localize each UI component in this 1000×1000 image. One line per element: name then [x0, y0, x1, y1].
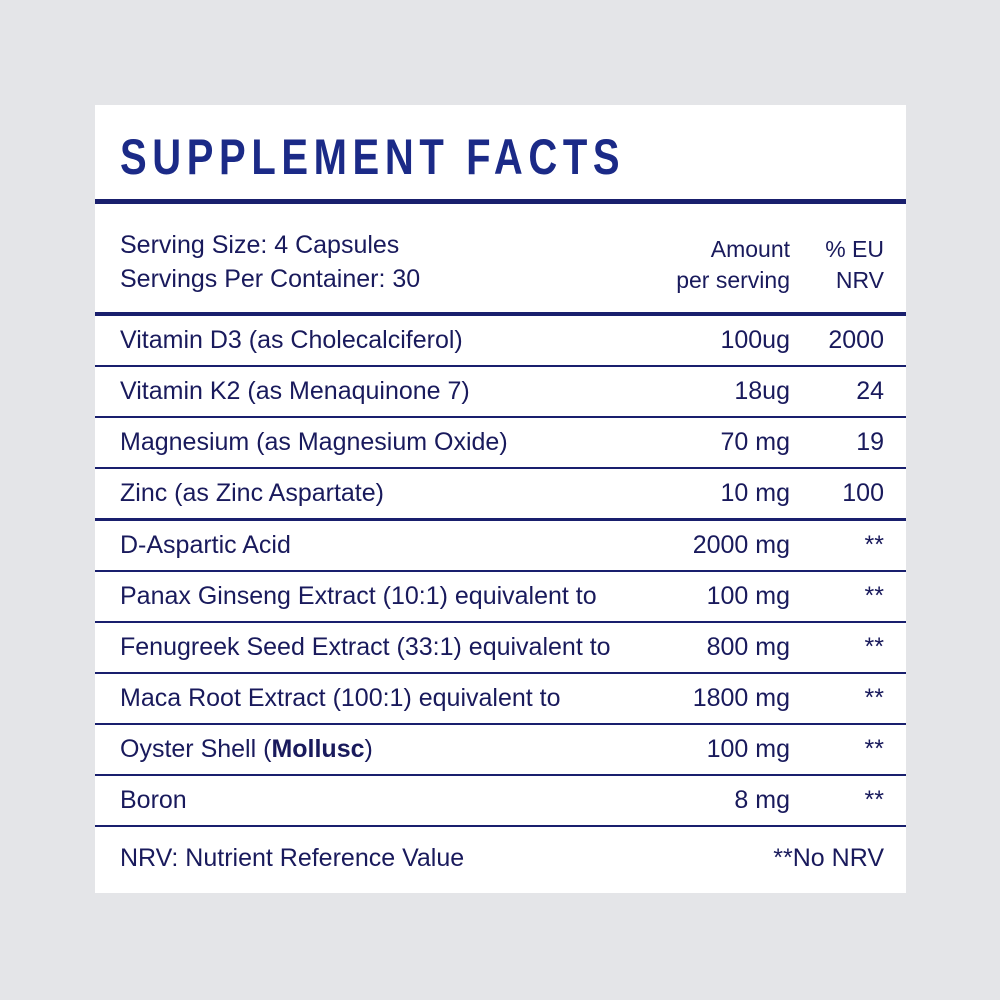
ingredient-name-text: Panax Ginseng Extract (10:1) equivalent … — [120, 582, 597, 610]
ingredient-amount: 1800 mg — [692, 684, 790, 712]
amount-header-line2: per serving — [676, 267, 790, 293]
serving-header: Serving Size: 4 Capsules Servings Per Co… — [95, 204, 906, 312]
ingredient-name-text: Boron — [120, 786, 187, 814]
amount-column-header: Amount per serving — [670, 234, 790, 296]
ingredient-name: Fenugreek Seed Extract (33:1) equivalent… — [120, 633, 670, 662]
ingredient-amount: 10 mg — [720, 479, 790, 507]
amount-header-line1: Amount — [710, 236, 790, 262]
nrv-definition: NRV: Nutrient Reference Value — [120, 844, 465, 872]
ingredient-table: Vitamin D3 (as Cholecalciferol) 100ug 20… — [95, 316, 906, 827]
ingredient-name-text: Maca Root Extract (100:1) equivalent to — [120, 684, 561, 712]
serving-info: Serving Size: 4 Capsules Servings Per Co… — [120, 228, 670, 296]
table-row: Oyster Shell (Mollusc) 100 mg ** — [95, 725, 906, 776]
ingredient-name-text: Zinc (as Zinc Aspartate) — [120, 479, 384, 507]
ingredient-name-text: Oyster Shell ( — [120, 735, 272, 763]
ingredient-nrv: 2000 — [828, 326, 884, 354]
ingredient-name: Panax Ginseng Extract (10:1) equivalent … — [120, 582, 670, 611]
ingredient-amount: 18ug — [734, 377, 790, 405]
ingredient-name: Zinc (as Zinc Aspartate) — [120, 479, 670, 508]
ingredient-nrv: ** — [864, 633, 884, 661]
table-row: Maca Root Extract (100:1) equivalent to … — [95, 674, 906, 725]
nrv-header-line1: % EU — [825, 236, 884, 262]
ingredient-nrv: ** — [864, 684, 884, 712]
ingredient-nrv: 24 — [856, 377, 884, 405]
ingredient-amount: 70 mg — [720, 428, 790, 456]
ingredient-name: Vitamin K2 (as Menaquinone 7) — [120, 377, 670, 406]
ingredient-amount: 100 mg — [706, 582, 790, 610]
ingredient-name-text: Fenugreek Seed Extract (33:1) equivalent… — [120, 633, 611, 661]
table-row: Magnesium (as Magnesium Oxide) 70 mg 19 — [95, 418, 906, 469]
ingredient-name: Maca Root Extract (100:1) equivalent to — [120, 684, 670, 713]
ingredient-nrv: ** — [864, 582, 884, 610]
ingredient-amount: 100 mg — [706, 735, 790, 763]
no-nrv-note: **No NRV — [773, 844, 884, 872]
header-divider — [95, 312, 906, 316]
ingredient-name: Vitamin D3 (as Cholecalciferol) — [120, 326, 670, 355]
ingredient-name: Oyster Shell (Mollusc) — [120, 735, 670, 764]
table-row: D-Aspartic Acid 2000 mg ** — [95, 521, 906, 572]
ingredient-amount: 8 mg — [734, 786, 790, 814]
supplement-facts-panel: SUPPLEMENT FACTS Serving Size: 4 Capsule… — [95, 105, 906, 893]
nrv-header-line2: NRV — [835, 267, 884, 293]
serving-size: Serving Size: 4 Capsules — [120, 231, 400, 259]
ingredient-amount: 800 mg — [706, 633, 790, 661]
ingredient-allergen-bold: Mollusc — [271, 735, 365, 763]
table-row: Fenugreek Seed Extract (33:1) equivalent… — [95, 623, 906, 674]
table-row: Boron 8 mg ** — [95, 776, 906, 827]
ingredient-nrv: 19 — [856, 428, 884, 456]
table-row: Zinc (as Zinc Aspartate) 10 mg 100 — [95, 469, 906, 521]
ingredient-nrv: ** — [864, 735, 884, 763]
ingredient-nrv: ** — [864, 786, 884, 814]
table-row: Panax Ginseng Extract (10:1) equivalent … — [95, 572, 906, 623]
ingredient-name: Magnesium (as Magnesium Oxide) — [120, 428, 670, 457]
ingredient-name-text: Magnesium (as Magnesium Oxide) — [120, 428, 508, 456]
ingredient-amount: 100ug — [720, 326, 790, 354]
table-row: Vitamin K2 (as Menaquinone 7) 18ug 24 — [95, 367, 906, 418]
panel-title: SUPPLEMENT FACTS — [120, 129, 626, 185]
ingredient-nrv: ** — [864, 531, 884, 559]
table-row: Vitamin D3 (as Cholecalciferol) 100ug 20… — [95, 316, 906, 367]
footer: NRV: Nutrient Reference Value **No NRV — [95, 827, 906, 873]
ingredient-name: Boron — [120, 786, 670, 815]
servings-per-container: Servings Per Container: 30 — [120, 265, 421, 293]
ingredient-name-text: Vitamin D3 (as Cholecalciferol) — [120, 326, 463, 354]
ingredient-nrv: 100 — [842, 479, 884, 507]
ingredient-name-suffix: ) — [364, 735, 373, 763]
ingredient-name-text: D-Aspartic Acid — [120, 531, 291, 559]
nrv-column-header: % EU NRV — [790, 234, 884, 296]
title-divider — [95, 199, 906, 204]
ingredient-name-text: Vitamin K2 (as Menaquinone 7) — [120, 377, 470, 405]
ingredient-name: D-Aspartic Acid — [120, 531, 670, 560]
ingredient-amount: 2000 mg — [692, 531, 790, 559]
